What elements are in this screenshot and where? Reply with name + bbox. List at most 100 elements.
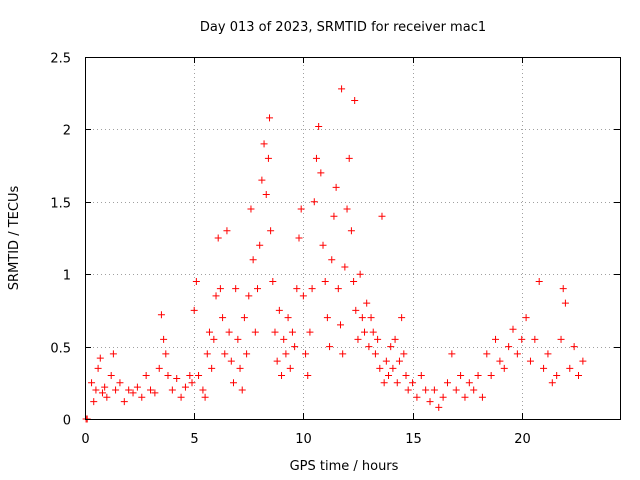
x-tick-label: 0: [81, 432, 89, 447]
data-point: [304, 372, 312, 380]
data-point: [326, 343, 334, 351]
data-point: [404, 386, 412, 394]
data-point: [376, 364, 384, 372]
x-axis-label: GPS time / hours: [290, 459, 399, 474]
data-point: [312, 154, 320, 162]
data-point: [341, 263, 349, 271]
data-point: [461, 393, 469, 401]
data-point: [190, 306, 198, 314]
data-point: [234, 335, 242, 343]
data-point: [188, 379, 196, 387]
data-point: [306, 328, 314, 336]
data-point: [470, 386, 478, 394]
data-point: [398, 314, 406, 322]
data-point: [474, 372, 482, 380]
data-point: [129, 389, 137, 397]
data-point: [297, 205, 305, 213]
data-point: [393, 379, 401, 387]
data-point: [330, 212, 338, 220]
data-point: [409, 379, 417, 387]
data-point: [509, 325, 517, 333]
data-point: [371, 350, 379, 358]
data-point: [354, 335, 362, 343]
data-point: [205, 328, 213, 336]
data-point: [199, 386, 207, 394]
data-point: [267, 227, 275, 235]
data-point: [352, 306, 360, 314]
data-point: [374, 335, 382, 343]
data-point: [496, 357, 504, 365]
data-point: [258, 176, 266, 184]
y-axis-label: SRMTID / TECUs: [7, 186, 22, 291]
data-point: [286, 364, 294, 372]
data-point: [338, 85, 346, 93]
data-point: [229, 379, 237, 387]
data-point: [157, 311, 165, 319]
data-point: [103, 393, 111, 401]
data-point: [168, 386, 176, 394]
data-point: [232, 285, 240, 293]
data-point: [308, 285, 316, 293]
data-point: [321, 277, 329, 285]
data-point: [120, 398, 128, 406]
data-point: [107, 372, 115, 380]
data-point: [400, 350, 408, 358]
data-point: [561, 299, 569, 307]
data-point: [116, 379, 124, 387]
data-point: [142, 372, 150, 380]
data-point: [361, 328, 369, 336]
data-point: [256, 241, 264, 249]
data-point: [264, 154, 272, 162]
data-point: [262, 191, 270, 199]
data-point: [513, 350, 521, 358]
data-point: [90, 398, 98, 406]
data-point: [492, 335, 500, 343]
data-point: [225, 328, 233, 336]
data-point: [345, 154, 353, 162]
data-point: [254, 285, 262, 293]
data-point: [350, 277, 358, 285]
data-point: [96, 354, 104, 362]
y-tick-label: 2: [63, 124, 71, 139]
data-point: [557, 335, 565, 343]
data-point: [518, 335, 526, 343]
data-point: [323, 314, 331, 322]
x-tick-label: 20: [514, 432, 531, 447]
data-point: [448, 350, 456, 358]
data-point: [201, 393, 209, 401]
data-point: [109, 350, 117, 358]
data-point: [160, 335, 168, 343]
data-point: [417, 372, 425, 380]
data-point: [223, 227, 231, 235]
data-point: [363, 299, 371, 307]
data-point: [227, 357, 235, 365]
data-point: [210, 335, 218, 343]
data-point: [302, 350, 310, 358]
data-point: [245, 292, 253, 300]
data-point: [319, 241, 327, 249]
data-point: [125, 386, 133, 394]
data-point: [280, 335, 288, 343]
data-point: [247, 205, 255, 213]
data-point: [351, 96, 359, 104]
data-point: [483, 350, 491, 358]
data-point: [212, 292, 220, 300]
data-point: [443, 379, 451, 387]
data-point: [548, 379, 556, 387]
y-tick-label: 0: [63, 414, 71, 429]
data-point: [365, 343, 373, 351]
data-point: [385, 372, 393, 380]
data-point: [356, 270, 364, 278]
data-point: [500, 364, 508, 372]
data-point: [147, 386, 155, 394]
data-point: [271, 328, 279, 336]
data-point: [94, 364, 102, 372]
data-point: [177, 393, 185, 401]
data-point: [310, 198, 318, 206]
gridlines: [85, 57, 620, 419]
data-point: [336, 321, 344, 329]
data-point: [101, 383, 109, 391]
data-point: [478, 393, 486, 401]
data-point: [553, 372, 561, 380]
data-point: [219, 314, 227, 322]
